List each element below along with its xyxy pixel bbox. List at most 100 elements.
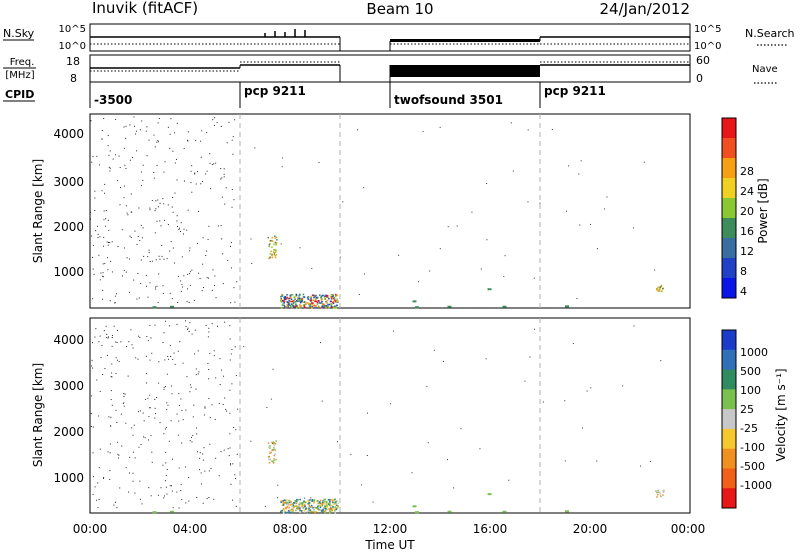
velocity-echo-band [285,506,287,509]
velocity-near-echo [170,510,174,513]
power-noise-point [171,298,173,300]
velocity-noise-point [189,322,191,324]
velocity-noise-point [109,452,111,454]
power-echo-band [301,301,303,304]
power-echo-band [295,294,298,297]
velocity-noise-point [167,355,169,357]
velocity-noise-point [117,453,119,455]
velocity-echo-band [305,507,307,510]
power-noise-point [172,247,174,249]
velocity-noise-point [181,442,183,444]
velocity-echo-band [331,509,334,511]
power-scatter [90,114,665,309]
power-sparse-point [281,166,283,168]
power-echo-band [286,304,289,306]
power-sparse-point [654,269,656,271]
power-noise-point [163,171,165,173]
power-streak-07 [270,239,272,242]
velocity-echo-band [280,500,282,502]
velocity-noise-point [177,434,179,436]
power-streak-07 [269,240,271,242]
velocity-noise-point [151,451,153,453]
velocity-streak-07 [273,458,275,460]
velocity-noise-point [165,474,167,476]
power-noise-point [200,156,202,158]
velocity-noise-point [165,426,167,428]
cpid-segment-3: twofsound 3501 [394,93,503,107]
velocity-noise-point [208,497,210,499]
power-noise-point [107,257,109,259]
velocity-patch-22 [662,491,665,494]
power-near-echo [412,300,417,303]
velocity-sparse-point [337,441,339,443]
nsky-traces [89,29,691,51]
power-patch-22 [662,288,664,290]
power-noise-point [187,209,189,211]
power-noise-point [167,204,169,206]
power-echo-band [330,297,333,300]
velocity-noise-point [130,329,132,331]
velocity-noise-point [204,470,206,472]
velocity-noise-point [141,503,143,505]
power-streak-07 [273,253,276,255]
power-noise-point [148,249,150,251]
velocity-echo-band [299,498,301,501]
power-sparse-point [504,255,506,257]
power-sparse-point [429,270,431,272]
power-cb-swatch-0 [722,118,736,139]
power-noise-point [207,239,209,241]
velocity-noise-point [170,485,172,487]
power-sparse-point [486,239,488,241]
velocity-noise-point [163,386,165,388]
power-ytick-1000: 1000 [53,265,84,279]
power-noise-point [230,246,232,248]
velocity-noise-point [169,325,171,327]
power-noise-point [91,235,93,237]
nave-tick-top: 60 [696,54,710,67]
velocity-near-echo [412,505,417,508]
power-ytick-3000: 3000 [53,175,84,189]
velocity-noise-point [177,350,179,352]
velocity-noise-point [151,352,153,354]
velocity-echo-band [309,509,312,512]
power-noise-point [215,162,217,164]
velocity-noise-point [211,404,213,406]
velocity-noise-point [107,451,109,453]
velocity-echo-band [322,508,324,511]
power-echo-band [308,302,311,305]
power-noise-point [194,173,196,175]
power-echo-band [326,302,328,304]
power-patch-22 [660,285,662,288]
velocity-echo-band [331,500,334,503]
power-echo-band [299,300,301,302]
power-echo-band [286,294,288,296]
power-noise-point [198,272,200,274]
velocity-noise-point [158,382,160,384]
velocity-echo-band [293,502,296,504]
velocity-sparse-point [479,448,481,450]
velocity-echo-band [292,508,294,511]
velocity-echo-band [334,509,336,512]
velocity-noise-point [222,375,224,377]
power-noise-point [201,290,203,292]
power-patch-22 [661,290,663,292]
velocity-noise-point [137,358,139,360]
power-sparse-point [456,225,458,227]
velocity-echo-band [329,498,331,501]
power-noise-point [176,122,178,124]
power-echo-band [333,297,335,300]
velocity-echo-band [337,502,340,505]
velocity-echo-band [288,511,291,514]
power-echo-band [322,294,325,297]
power-noise-point [187,140,189,142]
velocity-noise-point [195,368,197,370]
power-sparse-point [339,256,341,258]
power-noise-point [167,126,169,128]
power-noise-point [224,203,226,205]
power-cb-swatch-5 [722,218,736,239]
velocity-noise-point [170,420,172,422]
velocity-noise-point [116,507,118,509]
velocity-noise-point [111,376,113,378]
velocity-sparse-point [534,328,536,330]
power-noise-point [169,133,171,135]
